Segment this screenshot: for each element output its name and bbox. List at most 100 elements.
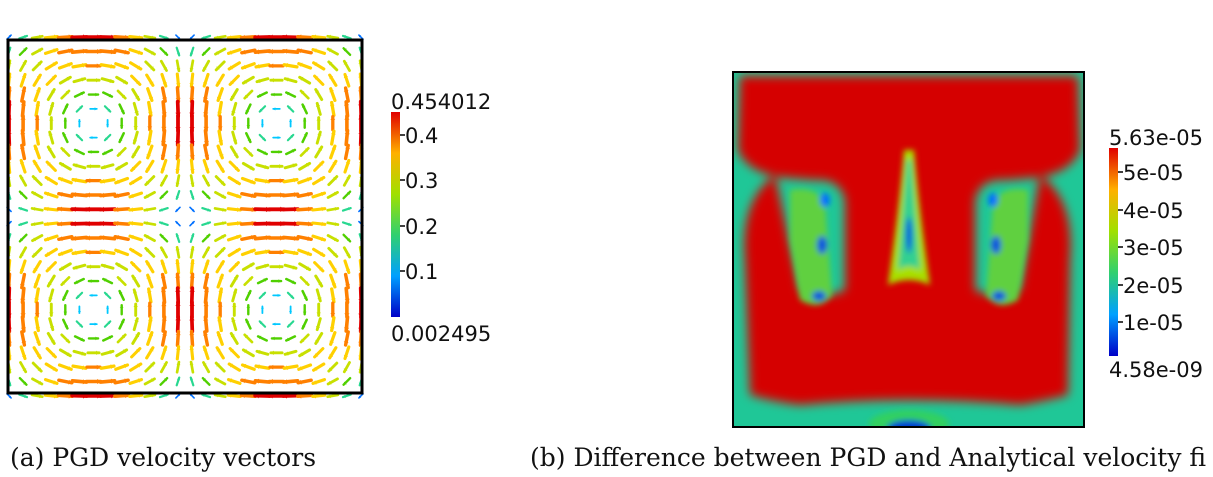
velocity-arrowhead [114,220,119,226]
velocity-arrowhead [58,236,63,242]
velocity-arrowhead [216,332,222,337]
velocity-arrowhead [189,288,195,292]
velocity-arrowhead [358,47,363,51]
velocity-arrowhead [189,302,195,306]
velocity-arrowhead [73,177,77,183]
colorbar-b-tick-label: 4e-05 [1123,199,1184,223]
velocity-arrowhead [234,262,239,267]
velocity-arrowhead [189,155,195,159]
velocity-arrowhead [22,368,27,372]
velocity-arrowhead [175,141,181,145]
velocity-arrowhead [345,268,350,273]
velocity-arrowhead [219,167,224,172]
velocity-arrowhead [302,311,307,315]
velocity-arrowhead [230,348,234,353]
velocity-arrowhead [76,134,80,138]
velocity-arrowhead [162,82,167,86]
velocity-arrowhead [82,379,87,385]
velocity-arrowhead [121,94,126,99]
velocity-arrowhead [24,394,27,398]
velocity-arrowhead [160,234,164,238]
velocity-arrowhead [160,247,165,252]
velocity-arrowhead [33,176,37,181]
velocity-arrowhead [358,395,362,398]
velocity-arrowhead [161,288,167,293]
velocity-arrowhead [115,235,119,240]
velocity-arrowhead [20,101,26,106]
velocity-arrowhead [20,130,26,135]
velocity-arrowhead [241,49,246,55]
velocity-arrowhead [145,181,150,185]
velocity-arrowhead [8,35,12,38]
velocity-arrowhead [124,49,129,55]
velocity-arrowhead [265,249,269,255]
velocity-arrowhead [260,306,264,309]
velocity-arrowhead [257,78,261,84]
velocity-arrowhead [202,378,206,382]
velocity-arrowhead [346,176,350,180]
velocity-arrowhead [343,61,348,65]
velocity-arrowhead [47,267,51,271]
velocity-arrowhead [334,237,338,242]
colorbar-a-min-label: 0.002495 [391,322,492,346]
velocity-arrowhead [23,381,27,385]
velocity-arrowhead [256,364,260,369]
velocity-arrowhead [20,116,26,120]
velocity-arrowhead [107,321,111,325]
velocity-arrowhead [306,251,311,256]
velocity-arrowhead [285,77,289,82]
velocity-arrowhead [298,366,303,371]
velocity-arrowhead [317,297,322,301]
velocity-arrowhead [189,52,194,56]
velocity-arrowhead [49,103,55,107]
colorbar-a-max-label: 0.454012 [391,90,492,114]
velocity-arrowhead [132,153,137,157]
velocity-arrowhead [298,379,302,385]
velocity-arrowhead [36,340,41,345]
velocity-arrowhead [203,97,208,102]
velocity-arrowhead [250,249,255,254]
velocity-arrowhead [189,377,194,381]
velocity-arrowhead [102,164,106,170]
velocity-arrowhead [189,316,195,321]
velocity-arrowhead [146,140,152,144]
velocity-arrowhead [32,222,36,227]
velocity-arrowhead [175,302,181,306]
velocity-arrowhead [47,282,52,286]
velocity-arrowhead [134,318,139,323]
velocity-arrowhead [216,347,221,352]
velocity-arrowhead [74,163,78,168]
velocity-arrowhead [265,178,269,184]
colorbar-b-min-label: 4.58e-09 [1109,358,1203,382]
velocity-arrowhead [345,283,350,288]
velocity-arrowhead [131,262,136,267]
velocity-arrowhead [321,221,325,227]
velocity-arrowhead [219,275,224,279]
velocity-arrowhead [263,278,267,282]
velocity-arrowhead [344,116,350,120]
velocity-arrowhead [218,289,224,293]
velocity-arrowhead [305,163,310,167]
velocity-arrowhead [59,251,64,256]
velocity-arrowhead [74,265,78,270]
colorbar-b-tick-label: 3e-05 [1123,236,1184,260]
velocity-arrowhead [59,177,64,182]
colorbar-b-max-label: 5.63e-05 [1109,126,1203,150]
velocity-arrowhead [73,250,77,256]
velocity-arrowhead [234,166,239,171]
velocity-arrowhead [130,180,135,185]
velocity-arrowhead [33,283,39,287]
velocity-arrowhead [246,125,251,128]
velocity-arrowhead [236,193,240,199]
velocity-arrowhead [343,48,347,52]
velocity-arrowhead [232,304,237,307]
velocity-arrowhead [160,154,166,159]
velocity-arrowhead [221,194,225,198]
velocity-arrowhead [284,62,288,68]
velocity-arrowhead [333,252,337,257]
velocity-arrowhead [347,191,351,195]
velocity-arrowhead [137,50,142,55]
velocity-arrowhead [189,362,194,366]
velocity-arrowhead [244,334,249,339]
velocity-arrowhead [259,108,263,112]
